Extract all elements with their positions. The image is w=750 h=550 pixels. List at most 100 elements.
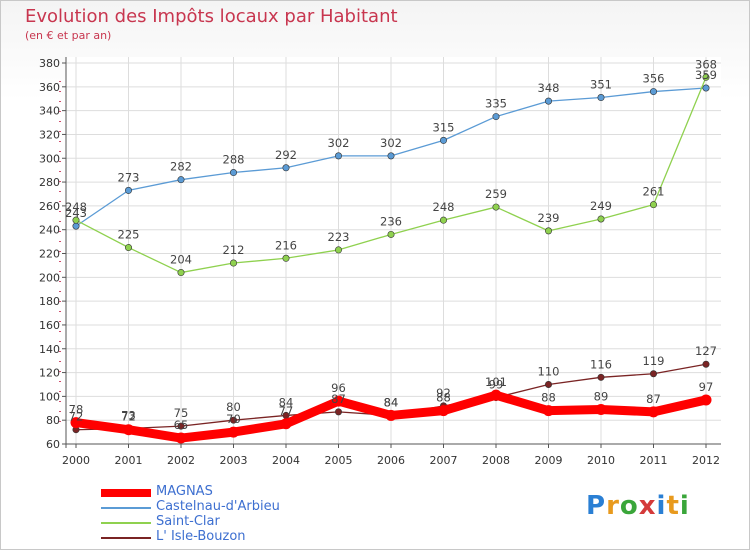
data-label: 248 [65, 200, 87, 214]
data-point [70, 417, 82, 429]
data-point [595, 403, 607, 415]
data-label: 216 [275, 238, 297, 252]
data-label: 302 [328, 136, 350, 150]
data-point [702, 73, 710, 81]
data-label: 116 [590, 357, 612, 371]
data-point [544, 97, 552, 105]
data-label: 89 [594, 389, 609, 403]
data-label: 204 [170, 253, 192, 267]
data-label: 92 [436, 386, 451, 400]
x-tick-label: 2008 [482, 454, 510, 467]
data-label: 212 [223, 243, 245, 257]
data-point [334, 246, 342, 254]
x-tick-label: 2009 [535, 454, 563, 467]
data-label: 302 [380, 136, 402, 150]
y-tick-label: 360 [39, 81, 60, 94]
data-label: 248 [433, 200, 455, 214]
y-tick-label: 120 [39, 367, 60, 380]
legend-swatch [101, 507, 151, 509]
data-label: 96 [331, 381, 346, 395]
y-tick-label: 260 [39, 200, 60, 213]
data-point [492, 113, 500, 121]
data-label: 288 [223, 153, 245, 167]
logo-letter: t [666, 491, 680, 521]
y-tick-label: 160 [39, 319, 60, 332]
proxiti-logo: Proxiti [586, 491, 690, 521]
data-point [544, 380, 552, 388]
chart-subtitle: (en € et par an) [25, 29, 112, 42]
data-point [125, 244, 133, 252]
data-label: 97 [699, 380, 714, 394]
data-point [702, 360, 710, 368]
data-label: 110 [538, 364, 560, 378]
data-label: 88 [436, 391, 451, 405]
x-tick-label: 2006 [377, 454, 405, 467]
data-point [648, 406, 659, 418]
x-tick-label: 2001 [115, 454, 143, 467]
logo-letter: P [586, 491, 607, 521]
data-label: 84 [384, 395, 399, 409]
chart-title: Evolution des Impôts locaux par Habitant [25, 6, 398, 27]
data-point [700, 394, 712, 406]
data-point [597, 373, 605, 381]
data-point [230, 416, 238, 424]
y-tick-label: 340 [39, 105, 60, 118]
y-tick-label: 380 [39, 57, 60, 70]
x-tick-label: 2000 [62, 454, 90, 467]
data-label: 80 [226, 400, 241, 414]
data-label: 239 [538, 211, 560, 225]
data-label: 78 [69, 403, 84, 417]
data-point [492, 203, 500, 211]
data-label: 101 [485, 375, 507, 389]
data-label: 315 [433, 120, 455, 134]
data-label: 359 [695, 68, 717, 82]
y-tick-label: 300 [39, 152, 60, 165]
data-label: 84 [279, 395, 294, 409]
data-label: 273 [118, 170, 140, 184]
data-point [597, 94, 605, 102]
x-tick-label: 2004 [272, 454, 300, 467]
data-label: 243 [65, 206, 87, 220]
x-tick-label: 2012 [692, 454, 720, 467]
data-point [72, 216, 80, 224]
y-tick-label: 180 [39, 295, 60, 308]
legend-label: Castelnau-d'Arbieu [156, 499, 280, 514]
data-point [490, 389, 502, 401]
data-point [175, 432, 187, 444]
data-label: 70 [226, 412, 241, 426]
logo-letter: i [679, 491, 690, 521]
legend-label: L' Isle-Bouzon [156, 529, 246, 544]
data-label: 87 [331, 392, 346, 406]
y-tick-label: 240 [39, 224, 60, 237]
data-point [282, 164, 290, 172]
data-point [72, 222, 80, 230]
x-tick-label: 2003 [220, 454, 248, 467]
x-tick-label: 2010 [587, 454, 615, 467]
data-point [334, 152, 342, 160]
data-label: 292 [275, 148, 297, 162]
data-label: 65 [174, 418, 189, 432]
data-point [177, 422, 185, 430]
data-point [439, 136, 447, 144]
data-point [230, 169, 238, 177]
data-label: 351 [590, 78, 612, 92]
data-label: 72 [69, 410, 84, 424]
y-tick-label: 140 [39, 343, 60, 356]
data-label: 259 [485, 187, 507, 201]
data-point [125, 186, 133, 194]
data-label: 84 [384, 395, 399, 409]
data-label: 356 [643, 72, 665, 86]
y-tick-label: 100 [39, 390, 60, 403]
data-point [228, 426, 239, 438]
data-point [702, 84, 710, 92]
logo-letter: x [638, 491, 657, 521]
data-point [333, 395, 344, 407]
data-point [649, 88, 657, 96]
data-label: 223 [328, 230, 350, 244]
data-label: 261 [643, 185, 665, 199]
data-point [439, 216, 447, 224]
data-point [334, 408, 342, 416]
data-label: 88 [541, 391, 556, 405]
legend-label: MAGNAS [156, 484, 213, 499]
logo-letter: i [656, 491, 667, 521]
